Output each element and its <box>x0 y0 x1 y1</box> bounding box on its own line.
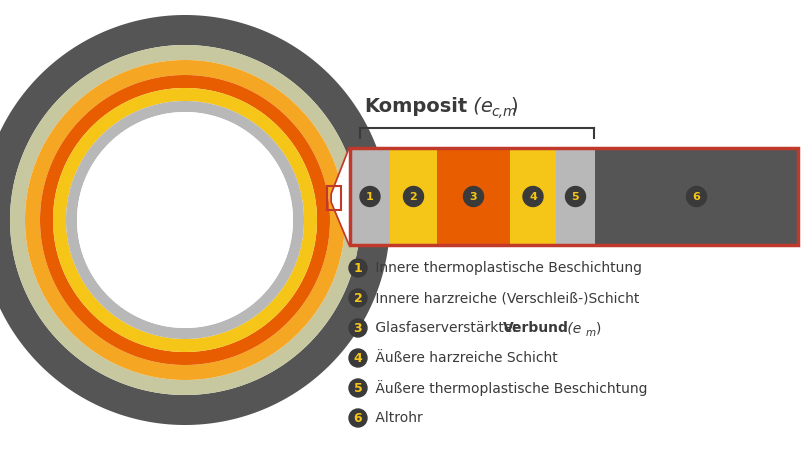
Circle shape <box>403 186 423 207</box>
Bar <box>350 148 390 245</box>
Polygon shape <box>53 88 317 352</box>
Polygon shape <box>66 101 304 339</box>
Text: Innere thermoplastische Beschichtung: Innere thermoplastische Beschichtung <box>371 261 642 275</box>
Text: 4: 4 <box>529 192 537 202</box>
Text: Äußere harzreiche Schicht: Äußere harzreiche Schicht <box>371 351 558 365</box>
Bar <box>437 148 510 245</box>
Text: Glasfaserverstärkter: Glasfaserverstärkter <box>371 321 523 335</box>
Text: Äußere thermoplastische Beschichtung: Äußere thermoplastische Beschichtung <box>371 380 647 396</box>
Bar <box>327 186 341 210</box>
Text: 3: 3 <box>354 321 362 334</box>
Text: 6: 6 <box>692 192 701 202</box>
Circle shape <box>349 319 367 337</box>
Bar <box>510 148 556 245</box>
Text: 3: 3 <box>469 192 478 202</box>
Text: (e: (e <box>467 96 493 116</box>
Circle shape <box>523 186 543 207</box>
Circle shape <box>349 289 367 307</box>
Circle shape <box>360 186 380 207</box>
Polygon shape <box>332 148 350 245</box>
Text: 6: 6 <box>354 411 362 424</box>
Text: 1: 1 <box>354 261 362 274</box>
Text: 2: 2 <box>354 292 362 305</box>
Polygon shape <box>332 148 350 245</box>
Text: 2: 2 <box>410 192 418 202</box>
Text: Altrohr: Altrohr <box>371 411 423 425</box>
Text: Verbund: Verbund <box>503 321 569 335</box>
Text: 1: 1 <box>366 192 374 202</box>
Circle shape <box>349 349 367 367</box>
Circle shape <box>566 186 586 207</box>
Text: m: m <box>586 328 596 338</box>
Text: ): ) <box>596 321 601 335</box>
Text: Komposit: Komposit <box>364 96 467 116</box>
Circle shape <box>464 186 483 207</box>
Polygon shape <box>40 75 330 365</box>
Circle shape <box>349 259 367 277</box>
Polygon shape <box>25 60 345 380</box>
Text: ): ) <box>510 96 518 116</box>
Bar <box>390 148 437 245</box>
Text: 5: 5 <box>354 382 362 395</box>
Text: 5: 5 <box>572 192 579 202</box>
Text: c,m: c,m <box>491 105 516 119</box>
Polygon shape <box>77 112 293 328</box>
Circle shape <box>349 379 367 397</box>
Circle shape <box>687 186 706 207</box>
Polygon shape <box>0 15 390 425</box>
Polygon shape <box>10 45 360 395</box>
Bar <box>556 148 595 245</box>
Text: 4: 4 <box>354 351 362 364</box>
Text: (e: (e <box>563 321 581 335</box>
Bar <box>350 148 798 245</box>
Bar <box>595 148 798 245</box>
Text: Innere harzreiche (Verschleiß-)Schicht: Innere harzreiche (Verschleiß-)Schicht <box>371 291 639 305</box>
Circle shape <box>349 409 367 427</box>
